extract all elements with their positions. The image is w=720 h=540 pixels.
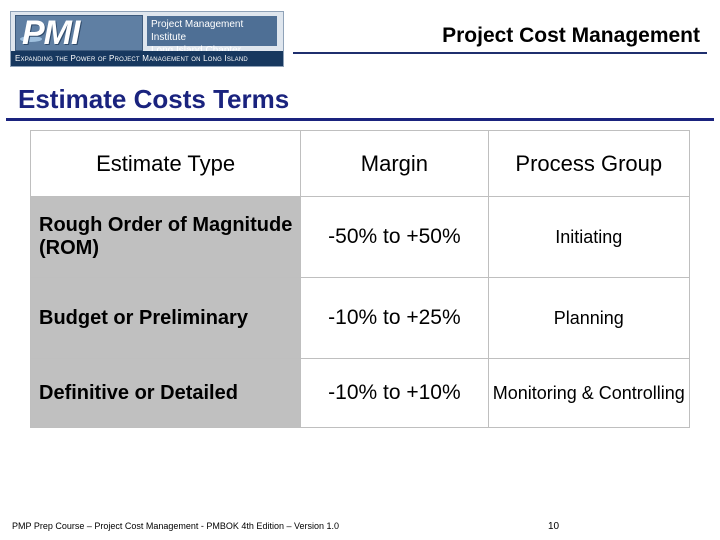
estimate-terms-table: Estimate Type Margin Process Group Rough… bbox=[29, 130, 691, 428]
table-row: Budget or Preliminary -10% to +25% Plann… bbox=[29, 277, 691, 359]
org-name-line-1: Project Management Institute bbox=[151, 19, 244, 43]
cell-margin: -10% to +10% bbox=[300, 358, 489, 428]
header-margin: Margin bbox=[300, 130, 489, 197]
header-estimate-type: Estimate Type bbox=[29, 130, 302, 197]
table-header-row: Estimate Type Margin Process Group bbox=[29, 130, 691, 197]
cell-margin: -10% to +25% bbox=[300, 277, 489, 359]
header-title: Project Cost Management bbox=[442, 24, 700, 47]
header-process-group: Process Group bbox=[487, 130, 691, 197]
table-row: Definitive or Detailed -10% to +10% Moni… bbox=[29, 358, 691, 428]
cell-estimate-type: Definitive or Detailed bbox=[29, 358, 302, 428]
long-island-icon bbox=[20, 36, 42, 42]
footer-text: PMP Prep Course – Project Cost Managemen… bbox=[12, 521, 339, 531]
table-row: Rough Order of Magnitude (ROM) -50% to +… bbox=[29, 196, 691, 278]
org-name-line-2: Long Island Chapter bbox=[151, 44, 273, 57]
logo-letters: PMI bbox=[22, 15, 80, 51]
cell-process-group: Initiating bbox=[487, 196, 691, 278]
org-name: Project Management Institute Long Island… bbox=[147, 16, 277, 56]
cell-estimate-type: Rough Order of Magnitude (ROM) bbox=[29, 196, 302, 278]
pmi-logo-mark: PMI bbox=[15, 15, 143, 51]
cell-margin: -50% to +50% bbox=[300, 196, 489, 278]
cell-process-group: Planning bbox=[487, 277, 691, 359]
header-divider bbox=[293, 52, 707, 54]
cell-process-group: Monitoring & Controlling bbox=[487, 358, 691, 428]
cell-estimate-type: Budget or Preliminary bbox=[29, 277, 302, 359]
pmi-logo: PMI Project Management Institute Long Is… bbox=[10, 11, 284, 67]
page-number: 10 bbox=[548, 521, 560, 532]
logo-tagline: Expanding the Power of Project Managemen… bbox=[11, 51, 283, 66]
title-divider bbox=[6, 118, 714, 121]
slide-title: Estimate Costs Terms bbox=[18, 84, 290, 114]
